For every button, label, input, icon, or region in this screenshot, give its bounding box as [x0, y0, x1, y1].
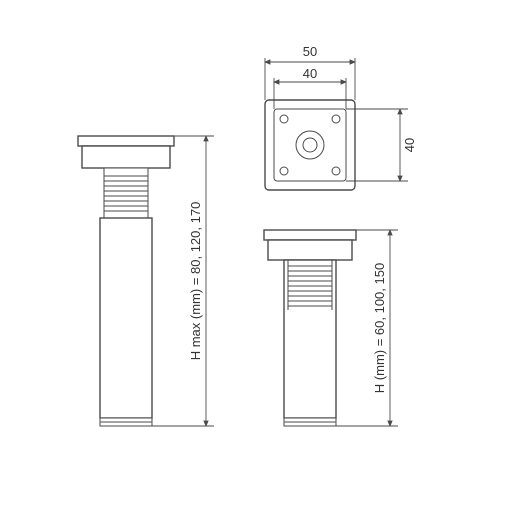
top-plate-view — [265, 100, 355, 190]
dim-top-height: 40 — [346, 109, 417, 181]
dim-label-40w: 40 — [303, 66, 317, 81]
dim-label-hmax: H max (mm) = 80, 120, 170 — [188, 202, 203, 361]
dim-label-40h: 40 — [402, 138, 417, 152]
technical-drawing: 50 40 40 — [0, 0, 512, 512]
right-elevation — [264, 230, 356, 426]
dim-top-width: 50 40 — [265, 44, 355, 109]
dim-label-h: H (mm) = 60, 100, 150 — [372, 263, 387, 393]
left-elevation — [78, 136, 174, 426]
dim-label-50: 50 — [303, 44, 317, 59]
dim-left-height: H max (mm) = 80, 120, 170 — [152, 136, 214, 426]
